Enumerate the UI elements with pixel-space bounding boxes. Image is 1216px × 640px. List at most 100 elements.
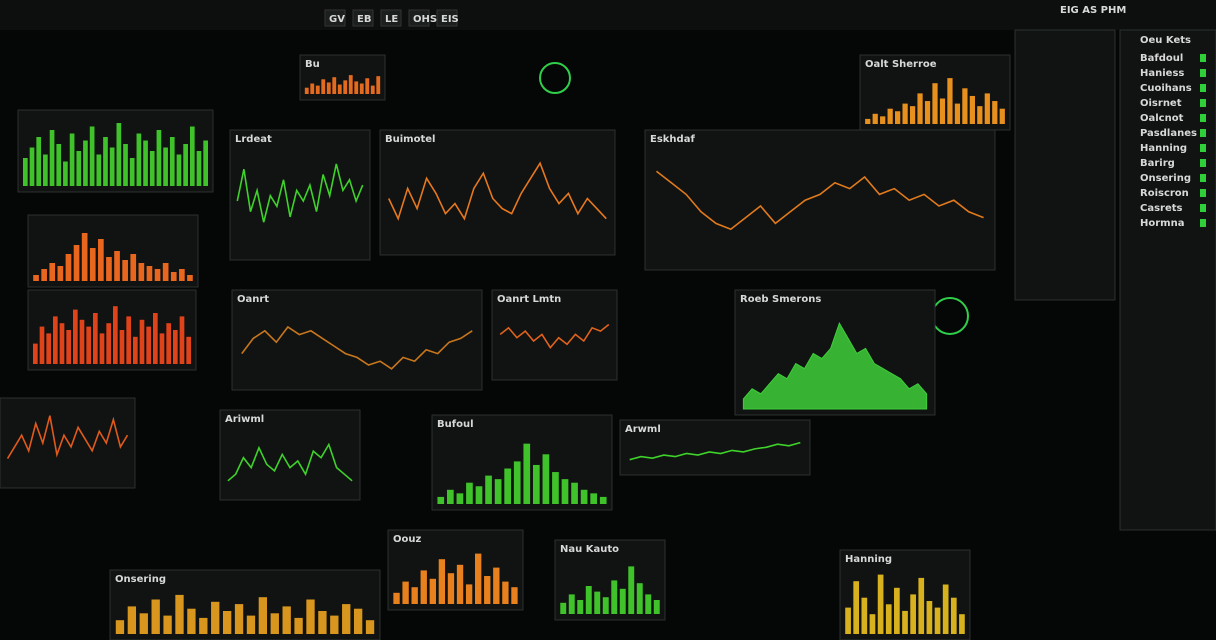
panel-title: Bu bbox=[305, 59, 320, 70]
bar bbox=[203, 140, 208, 186]
bar bbox=[196, 151, 202, 186]
tool-button[interactable] bbox=[380, 9, 402, 27]
bar bbox=[36, 137, 42, 186]
bar bbox=[999, 108, 1005, 124]
line bbox=[236, 163, 364, 223]
bar bbox=[902, 103, 908, 124]
bar bbox=[523, 443, 531, 504]
tool-label: OHS bbox=[413, 14, 437, 25]
tool-button[interactable] bbox=[436, 9, 458, 27]
bar bbox=[282, 606, 291, 634]
bar bbox=[138, 263, 145, 281]
bar bbox=[619, 588, 626, 614]
watchlist-item: Casrets bbox=[1140, 203, 1183, 214]
bar bbox=[420, 570, 427, 604]
bar bbox=[977, 106, 983, 124]
bar bbox=[992, 101, 998, 124]
bar bbox=[187, 275, 193, 281]
bar bbox=[162, 263, 169, 281]
bar bbox=[552, 472, 559, 504]
bar bbox=[234, 604, 244, 634]
bar bbox=[342, 604, 351, 634]
bar bbox=[127, 606, 137, 634]
bar bbox=[106, 323, 111, 364]
bar bbox=[146, 266, 153, 281]
bar bbox=[590, 493, 598, 504]
bar bbox=[89, 126, 95, 186]
bar bbox=[136, 133, 142, 186]
bar bbox=[113, 306, 118, 364]
bar bbox=[99, 333, 105, 364]
bar bbox=[126, 316, 131, 364]
bar bbox=[130, 254, 137, 281]
bar bbox=[315, 85, 320, 94]
bar bbox=[456, 493, 464, 504]
bar bbox=[962, 88, 968, 124]
bar bbox=[902, 610, 908, 634]
bar bbox=[139, 319, 145, 364]
tool-button[interactable] bbox=[408, 9, 430, 27]
watchlist-item: Bafdoul bbox=[1140, 53, 1183, 64]
bar bbox=[942, 584, 949, 634]
bar bbox=[175, 594, 184, 634]
bar bbox=[359, 83, 364, 94]
bar bbox=[306, 599, 315, 634]
bar bbox=[918, 577, 925, 634]
bar bbox=[337, 84, 342, 94]
bar bbox=[895, 111, 901, 124]
bar bbox=[456, 564, 464, 604]
bar bbox=[602, 597, 609, 614]
panel bbox=[491, 289, 618, 381]
bar bbox=[561, 479, 569, 504]
tool-button[interactable] bbox=[352, 9, 374, 27]
bar bbox=[909, 106, 916, 124]
toolbar bbox=[0, 0, 1216, 30]
bar bbox=[103, 137, 108, 186]
watchlist-marker bbox=[1200, 69, 1206, 77]
panel bbox=[0, 397, 136, 489]
bar bbox=[343, 80, 348, 94]
bar bbox=[872, 113, 878, 124]
bar bbox=[122, 260, 128, 281]
area bbox=[742, 321, 928, 410]
bar bbox=[258, 597, 268, 634]
bar bbox=[133, 336, 138, 364]
bar bbox=[932, 83, 938, 124]
panel bbox=[387, 529, 524, 611]
bar bbox=[599, 496, 607, 504]
bar bbox=[924, 101, 931, 124]
watchlist-item: Hanning bbox=[1140, 143, 1187, 154]
bar bbox=[43, 154, 48, 186]
watchlist-item: Haniess bbox=[1140, 68, 1184, 79]
status-ring bbox=[931, 297, 969, 335]
watchlist-marker bbox=[1200, 144, 1206, 152]
watchlist-marker bbox=[1200, 204, 1206, 212]
panel bbox=[231, 289, 483, 391]
bar bbox=[183, 144, 188, 186]
bar bbox=[365, 620, 375, 634]
bar bbox=[163, 615, 172, 634]
bar bbox=[330, 615, 339, 634]
bar bbox=[33, 275, 39, 281]
bar bbox=[594, 591, 601, 614]
watchlist-marker bbox=[1200, 84, 1206, 92]
bar bbox=[76, 151, 82, 186]
bar bbox=[376, 76, 381, 94]
line bbox=[227, 442, 353, 482]
tool-button[interactable] bbox=[324, 9, 346, 27]
bar bbox=[123, 144, 128, 186]
bar bbox=[465, 584, 473, 604]
bar bbox=[484, 576, 491, 604]
bar bbox=[69, 133, 75, 186]
bar bbox=[39, 326, 45, 364]
panel-title: Lrdeat bbox=[235, 134, 272, 145]
bar bbox=[917, 93, 923, 124]
bar bbox=[332, 77, 337, 94]
watchlist-title: Oeu Kets bbox=[1140, 35, 1191, 46]
bar bbox=[49, 130, 55, 186]
bar bbox=[984, 93, 990, 124]
bar bbox=[187, 608, 196, 634]
watchlist-item: Hormna bbox=[1140, 218, 1184, 229]
bar bbox=[115, 620, 125, 634]
bar bbox=[611, 580, 618, 614]
